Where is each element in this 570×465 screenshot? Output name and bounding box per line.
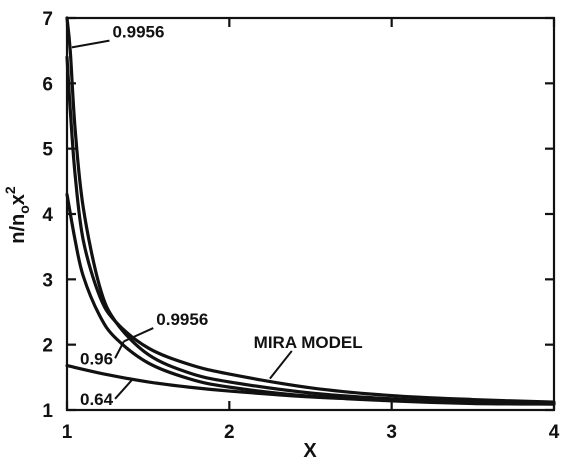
curves-layer: [65, 16, 556, 406]
ticks-layer: 1 2 3 4 1 2 3 4 5 6 7: [42, 9, 559, 443]
y-tick-label-2: 2: [42, 336, 53, 357]
annotation-leader-2: [269, 350, 293, 380]
series-line-mira-model-2: [65, 55, 556, 404]
annotation-0-64-4: 0.64: [80, 390, 114, 409]
y-axis-title: n/nox2: [2, 186, 32, 244]
y-tick-label-7: 7: [42, 9, 53, 30]
leaders-layer: [71, 39, 293, 400]
x-tick-label-3: 3: [386, 422, 397, 443]
annotation-leader-1: [123, 327, 154, 343]
x-tick-label-2: 2: [224, 422, 235, 443]
series-line-0-96-1: [65, 192, 556, 406]
annotation-0-9956-0: 0.9956: [112, 23, 164, 42]
y-axis-title-sub: o: [16, 205, 32, 214]
y-tick-label-1: 1: [42, 401, 53, 422]
annotation-leader-4: [114, 379, 133, 400]
annotation-0-9956-1: 0.9956: [156, 310, 208, 329]
annotation-mira-model-2: MIRA MODEL: [254, 333, 363, 352]
annotation-0-96-3: 0.96: [80, 349, 113, 368]
x-tick-label-4: 4: [549, 422, 560, 443]
y-axis-title-tail: x: [7, 194, 29, 205]
annotation-leader-3: [114, 340, 125, 359]
y-tick-label-5: 5: [42, 140, 53, 161]
annotation-leader-0: [71, 39, 110, 49]
y-tick-label-6: 6: [42, 74, 53, 95]
y-tick-label-4: 4: [42, 205, 53, 226]
y-axis-title-main: n/n: [7, 214, 29, 244]
y-axis-title-sup: 2: [2, 186, 18, 194]
x-tick-label-1: 1: [62, 422, 73, 443]
y-tick-label-3: 3: [42, 270, 53, 291]
annotations-layer: 0.9956 0.9956 MIRA MODEL 0.96 0.64: [80, 23, 363, 409]
series-line-0-64-3: [65, 363, 556, 406]
x-axis-title: X: [303, 440, 317, 462]
